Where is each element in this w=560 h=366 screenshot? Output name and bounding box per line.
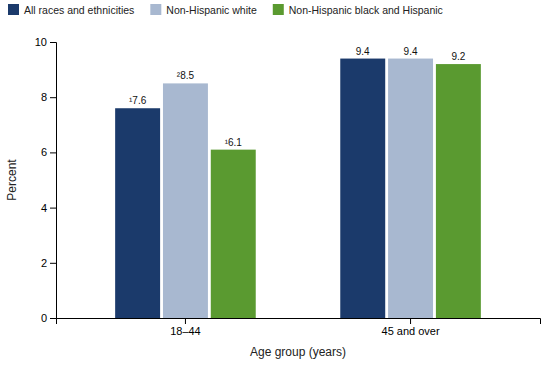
data-label: 9.4 [404,46,418,57]
x-tick-mark [185,318,186,324]
y-axis: 0 2 4 6 8 10 [35,36,57,324]
data-labels: ¹7.6 9.4 ²8.5 9.4 ¹6.1 9.2 [129,46,466,148]
y-tick: 6 [41,146,56,158]
y-tick-label: 0 [41,312,47,324]
legend: All races and ethnicities Non-Hispanic wh… [8,4,443,16]
y-tick-label: 10 [35,36,47,48]
data-label: ¹6.1 [225,137,243,148]
x-axis: 18–44 45 and over [57,318,541,337]
legend-label: Non-Hispanic white [166,4,257,16]
y-tick-mark [50,263,56,264]
bars [115,59,481,318]
legend-item: All races and ethnicities [8,4,134,16]
y-tick-mark [50,318,56,319]
bar [115,108,160,318]
y-tick-mark [50,97,56,98]
legend-swatch [273,4,284,15]
y-tick-mark [50,208,56,209]
y-tick-label: 8 [41,91,47,103]
x-axis-title: Age group (years) [250,345,346,359]
chart-container: All races and ethnicities Non-Hispanic wh… [0,0,560,366]
legend-item: Non-Hispanic white [150,4,257,16]
x-tick-label: 18–44 [170,325,201,337]
bar [436,64,481,318]
legend-swatch [150,4,161,15]
bar [163,83,208,318]
data-label: ²8.5 [177,70,195,81]
y-tick-label: 2 [41,257,47,269]
bar [388,59,433,318]
x-axis-line [57,319,541,325]
legend-swatch [8,4,19,15]
legend-item: Non-Hispanic black and Hispanic [273,4,443,16]
y-tick: 8 [41,91,56,103]
x-tick: 18–44 [170,318,201,337]
x-tick-mark [410,318,411,324]
y-tick-mark [50,42,56,43]
y-tick: 0 [41,312,56,324]
y-axis-line [50,43,57,319]
bar [340,59,385,318]
y-tick: 10 [35,36,56,48]
legend-label: All races and ethnicities [24,4,134,16]
y-tick: 4 [41,202,56,214]
data-label: 9.2 [451,51,465,62]
y-tick-label: 4 [41,202,47,214]
x-tick: 45 and over [382,318,440,337]
y-axis-title: Percent [5,159,19,201]
chart-svg: All races and ethnicities Non-Hispanic wh… [0,0,560,366]
x-tick-label: 45 and over [382,325,440,337]
bar [211,150,256,318]
data-label: 9.4 [356,46,370,57]
y-tick-mark [50,152,56,153]
data-label: ¹7.6 [129,95,147,106]
y-tick: 2 [41,257,56,269]
y-tick-label: 6 [41,146,47,158]
plot-area: ¹7.6 9.4 ²8.5 9.4 ¹6.1 9.2 18–44 45 and over 0 2 4… [35,36,541,337]
legend-label: Non-Hispanic black and Hispanic [289,4,443,16]
